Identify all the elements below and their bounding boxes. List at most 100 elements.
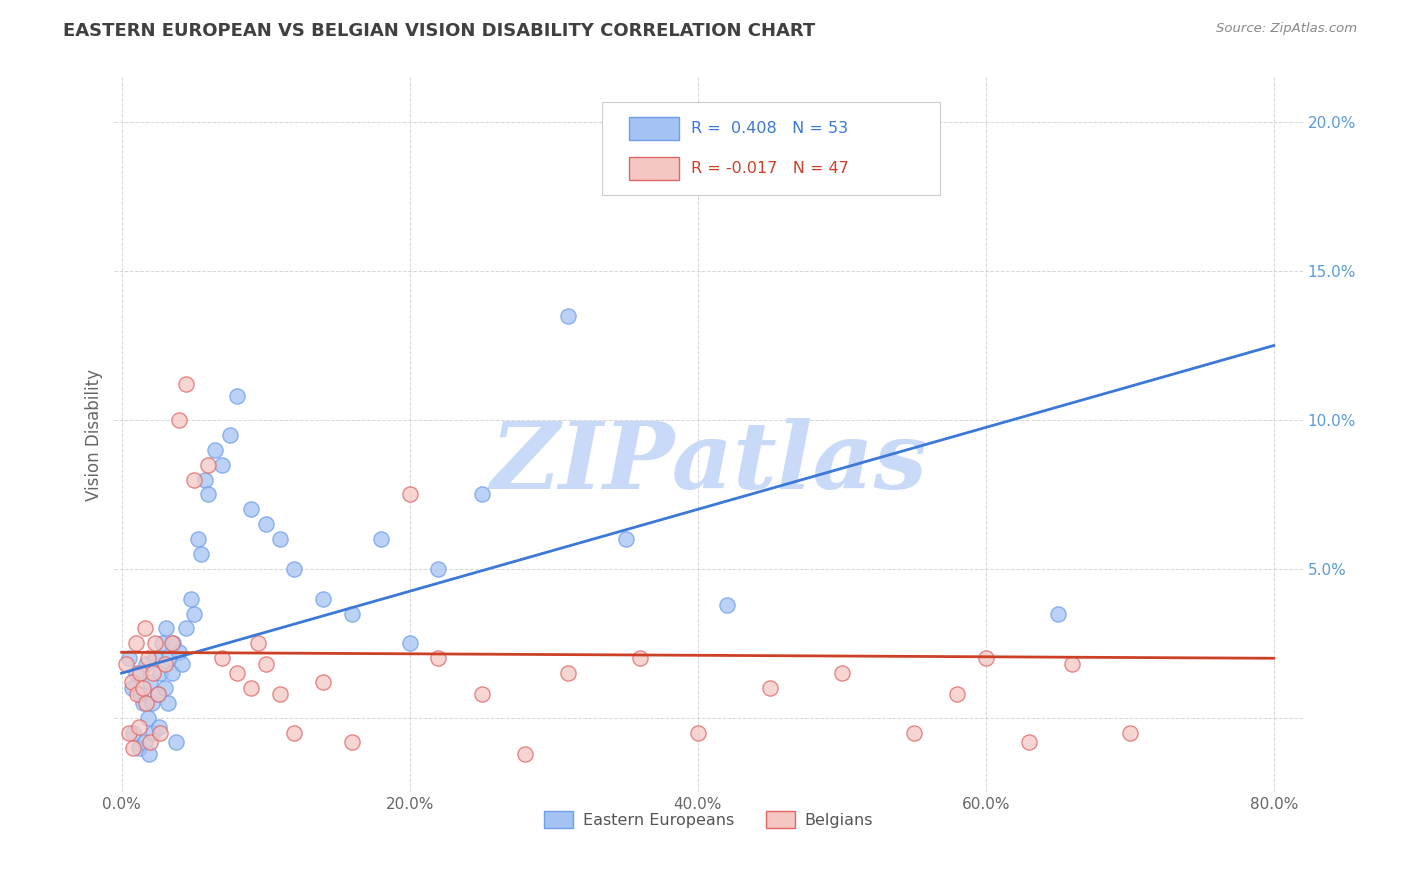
Point <box>176 622 198 636</box>
Point <box>370 532 392 546</box>
Point <box>155 622 177 636</box>
Point <box>557 666 579 681</box>
Point <box>143 636 166 650</box>
Point <box>283 562 305 576</box>
Point <box>946 687 969 701</box>
Point <box>172 657 194 672</box>
Point <box>247 636 270 650</box>
Point <box>128 720 150 734</box>
Point <box>134 734 156 748</box>
Point <box>903 725 925 739</box>
Point <box>142 725 165 739</box>
Text: ZIPatlas: ZIPatlas <box>491 418 927 508</box>
Point <box>183 473 205 487</box>
Point <box>146 687 169 701</box>
Point <box>141 696 163 710</box>
Bar <box>628 157 679 179</box>
Point <box>121 681 143 695</box>
Bar <box>628 118 679 140</box>
Point <box>150 636 173 650</box>
Point <box>153 657 176 672</box>
Point <box>146 687 169 701</box>
FancyBboxPatch shape <box>602 103 941 195</box>
Point <box>204 442 226 457</box>
Point <box>139 675 162 690</box>
Point <box>211 651 233 665</box>
Point <box>134 622 156 636</box>
Point <box>160 666 183 681</box>
Point <box>162 636 184 650</box>
Point <box>197 487 219 501</box>
Y-axis label: Vision Disability: Vision Disability <box>86 369 103 501</box>
Point <box>254 517 277 532</box>
Point <box>340 734 363 748</box>
Point <box>125 636 148 650</box>
Point <box>160 636 183 650</box>
Point <box>136 651 159 665</box>
Point <box>148 720 170 734</box>
Point <box>135 657 157 672</box>
Point <box>132 696 155 710</box>
Point <box>471 687 494 701</box>
Point <box>187 532 209 546</box>
Point <box>143 651 166 665</box>
Point <box>183 607 205 621</box>
Point <box>127 687 149 701</box>
Point <box>758 681 780 695</box>
Point <box>149 725 172 739</box>
Point <box>156 696 179 710</box>
Point <box>427 562 450 576</box>
Point <box>240 502 263 516</box>
Point <box>153 681 176 695</box>
Point <box>1046 607 1069 621</box>
Point <box>122 725 145 739</box>
Point <box>225 666 247 681</box>
Point <box>1018 734 1040 748</box>
Point <box>142 666 165 681</box>
Point <box>167 413 190 427</box>
Point <box>628 651 651 665</box>
Point <box>211 458 233 472</box>
Point <box>122 740 145 755</box>
Point <box>218 428 240 442</box>
Point <box>614 532 637 546</box>
Point <box>283 725 305 739</box>
Point <box>686 725 709 739</box>
Point <box>225 389 247 403</box>
Point <box>513 747 536 761</box>
Point <box>974 651 997 665</box>
Point <box>157 651 180 665</box>
Point <box>125 666 148 681</box>
Point <box>136 711 159 725</box>
Text: R =  0.408   N = 53: R = 0.408 N = 53 <box>690 121 848 136</box>
Point <box>471 487 494 501</box>
Point <box>121 675 143 690</box>
Point <box>1119 725 1142 739</box>
Point <box>129 687 152 701</box>
Point <box>129 666 152 681</box>
Text: EASTERN EUROPEAN VS BELGIAN VISION DISABILITY CORRELATION CHART: EASTERN EUROPEAN VS BELGIAN VISION DISAB… <box>63 22 815 40</box>
Point <box>269 532 291 546</box>
Point <box>427 651 450 665</box>
Point <box>194 473 217 487</box>
Legend: Eastern Europeans, Belgians: Eastern Europeans, Belgians <box>538 805 879 834</box>
Point <box>176 377 198 392</box>
Point <box>149 666 172 681</box>
Point <box>115 657 138 672</box>
Point <box>167 645 190 659</box>
Point <box>312 591 335 606</box>
Point <box>240 681 263 695</box>
Point <box>269 687 291 701</box>
Point <box>557 309 579 323</box>
Point <box>1062 657 1084 672</box>
Point <box>118 725 141 739</box>
Point <box>398 487 420 501</box>
Point <box>165 734 187 748</box>
Text: R = -0.017   N = 47: R = -0.017 N = 47 <box>690 161 849 176</box>
Point <box>139 734 162 748</box>
Point <box>135 696 157 710</box>
Point <box>197 458 219 472</box>
Point <box>340 607 363 621</box>
Point <box>180 591 202 606</box>
Point <box>831 666 853 681</box>
